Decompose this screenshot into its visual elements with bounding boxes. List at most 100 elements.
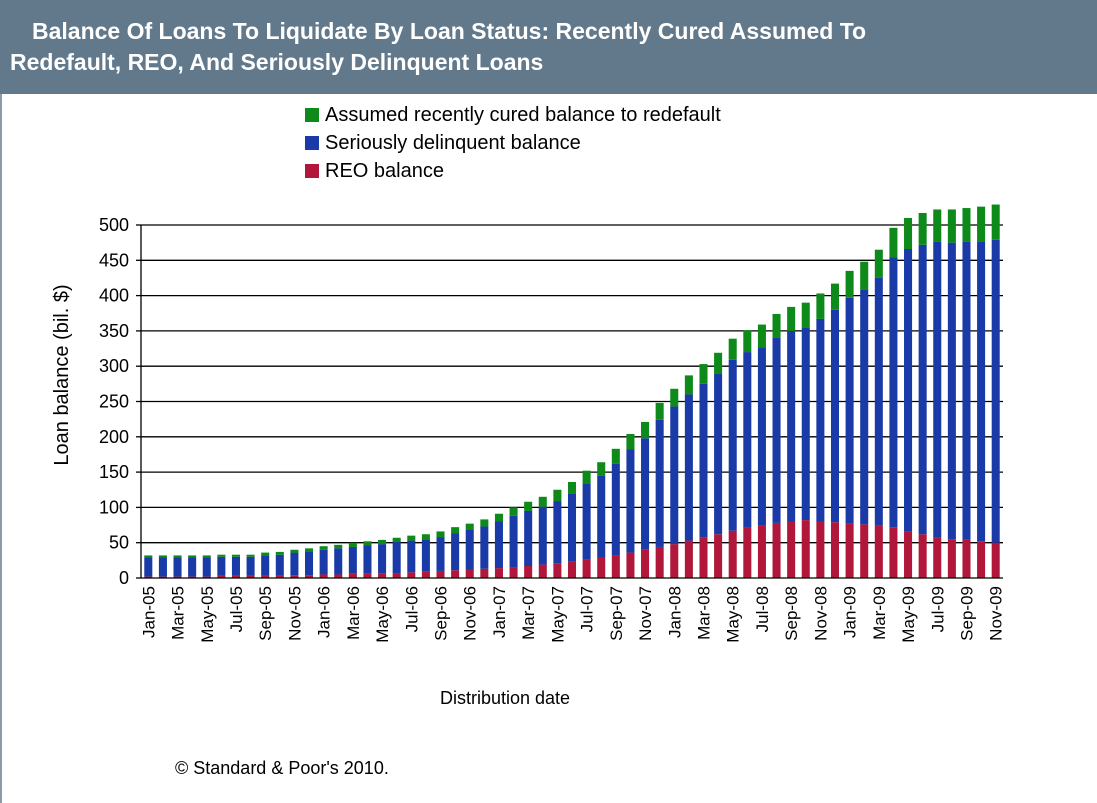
bar-reo-balance-Apr-09 — [889, 527, 898, 578]
bar-assumed-recently-cured-balance-to-redefault-Jan-05 — [144, 555, 153, 558]
bar-reo-balance-Jul-09 — [933, 537, 942, 578]
x-tick-label: Mar-08 — [694, 586, 713, 640]
bar-reo-balance-Mar-06 — [348, 573, 357, 578]
bar-assumed-recently-cured-balance-to-redefault-May-05 — [202, 555, 211, 558]
bar-seriously-delinquent-balance-Apr-06 — [363, 545, 372, 574]
bar-seriously-delinquent-balance-Dec-05 — [305, 551, 314, 576]
bar-seriously-delinquent-balance-Sep-06 — [436, 537, 445, 571]
bar-assumed-recently-cured-balance-to-redefault-Jul-05 — [231, 554, 240, 557]
copyright-credit: © Standard & Poor's 2010. — [175, 758, 389, 778]
bar-assumed-recently-cured-balance-to-redefault-Apr-06 — [363, 541, 372, 546]
bar-assumed-recently-cured-balance-to-redefault-Jan-06 — [319, 546, 328, 550]
legend-swatch-redefault — [305, 108, 319, 122]
bar-reo-balance-Oct-09 — [977, 541, 986, 578]
bar-seriously-delinquent-balance-Apr-08 — [714, 373, 723, 535]
gridlines — [141, 224, 1003, 544]
bar-seriously-delinquent-balance-Feb-09 — [860, 289, 869, 525]
bar-reo-balance-Apr-07 — [538, 564, 547, 578]
bar-reo-balance-Jun-06 — [392, 573, 401, 578]
bar-reo-balance-Feb-09 — [860, 524, 869, 578]
bar-reo-balance-Jun-07 — [567, 561, 577, 578]
bar-reo-balance-Nov-08 — [816, 521, 825, 578]
bar-seriously-delinquent-balance-Jan-09 — [845, 297, 854, 524]
axes — [136, 224, 1003, 579]
bar-reo-balance-Sep-07 — [611, 555, 620, 578]
x-tick-label: Mar-06 — [344, 586, 363, 640]
x-tick-label: Nov-07 — [636, 586, 655, 641]
bar-assumed-recently-cured-balance-to-redefault-May-07 — [553, 489, 562, 502]
bar-seriously-delinquent-balance-May-06 — [378, 544, 387, 574]
chart-legend: Assumed recently cured balance to redefa… — [305, 101, 865, 185]
legend-swatch-seriously-delinquent — [305, 136, 319, 150]
bar-reo-balance-Nov-06 — [465, 569, 474, 578]
bar-seriously-delinquent-balance-Sep-07 — [611, 463, 620, 556]
bar-seriously-delinquent-balance-Nov-06 — [465, 529, 474, 570]
bar-reo-balance-Feb-07 — [509, 567, 518, 578]
bar-reo-balance-Aug-07 — [597, 557, 606, 578]
chart-title-line-2: Redefault, REO, And Seriously Delinquent… — [10, 49, 544, 75]
bar-reo-balance-May-06 — [378, 573, 387, 578]
bar-reo-balance-Dec-08 — [830, 522, 840, 578]
bar-assumed-recently-cured-balance-to-redefault-Dec-07 — [655, 402, 664, 420]
bar-assumed-recently-cured-balance-to-redefault-Sep-06 — [436, 531, 445, 538]
x-axis-label: Distribution date — [440, 688, 570, 708]
bar-assumed-recently-cured-balance-to-redefault-Mar-05 — [173, 555, 182, 558]
bar-assumed-recently-cured-balance-to-redefault-Nov-08 — [816, 293, 825, 319]
bar-assumed-recently-cured-balance-to-redefault-Aug-06 — [421, 534, 430, 540]
x-tick-label: Sep-07 — [607, 586, 626, 641]
bar-assumed-recently-cured-balance-to-redefault-Nov-07 — [641, 421, 650, 439]
x-tick-label: May-09 — [899, 586, 918, 643]
y-tick-label: 0 — [119, 568, 129, 588]
bar-seriously-delinquent-balance-Feb-07 — [509, 515, 518, 568]
bar-seriously-delinquent-balance-Oct-09 — [977, 241, 986, 542]
x-tick-label: Nov-09 — [987, 586, 1006, 641]
bar-seriously-delinquent-balance-Apr-09 — [889, 257, 898, 528]
bar-reo-balance-Jul-05 — [231, 575, 240, 578]
bar-assumed-recently-cured-balance-to-redefault-Mar-06 — [348, 542, 357, 547]
bar-seriously-delinquent-balance-Oct-08 — [801, 327, 810, 521]
bar-reo-balance-May-05 — [202, 576, 211, 578]
legend-label-seriously-delinquent: Seriously delinquent balance — [325, 132, 581, 154]
x-tick-label: Sep-08 — [782, 586, 801, 641]
x-tick-label: Jan-09 — [841, 586, 860, 638]
bar-assumed-recently-cured-balance-to-redefault-Jan-09 — [845, 270, 854, 298]
bar-assumed-recently-cured-balance-to-redefault-Nov-05 — [290, 549, 299, 553]
bar-assumed-recently-cured-balance-to-redefault-Sep-09 — [962, 208, 971, 242]
y-tick-label: 150 — [99, 462, 129, 482]
bar-assumed-recently-cured-balance-to-redefault-Aug-07 — [597, 462, 606, 476]
bar-assumed-recently-cured-balance-to-redefault-Jun-06 — [392, 537, 401, 542]
bar-seriously-delinquent-balance-Feb-08 — [684, 394, 693, 541]
bar-seriously-delinquent-balance-Dec-08 — [830, 309, 840, 523]
y-tick-label: 50 — [109, 533, 129, 553]
bar-reo-balance-Jul-06 — [407, 572, 416, 578]
bar-reo-balance-Aug-05 — [246, 575, 255, 578]
y-tick-labels: 0 50 100 150 200 250 300 350 400 450 500 — [99, 215, 129, 588]
bar-reo-balance-Jan-07 — [494, 568, 503, 578]
bar-seriously-delinquent-balance-Mar-08 — [699, 383, 708, 538]
bar-seriously-delinquent-balance-Feb-05 — [158, 557, 167, 577]
left-border — [0, 94, 2, 803]
bar-reo-balance-Jun-09 — [918, 534, 927, 578]
bar-assumed-recently-cured-balance-to-redefault-Apr-08 — [714, 352, 723, 374]
bar-seriously-delinquent-balance-Jul-09 — [933, 241, 942, 538]
bar-seriously-delinquent-balance-Jan-08 — [670, 406, 679, 545]
x-tick-label: May-06 — [373, 586, 392, 643]
bar-assumed-recently-cured-balance-to-redefault-Oct-09 — [977, 206, 986, 242]
bar-seriously-delinquent-balance-Jun-05 — [217, 556, 226, 576]
y-tick-label: 300 — [99, 356, 129, 376]
bar-reo-balance-Sep-05 — [261, 575, 270, 578]
bar-reo-balance-May-07 — [553, 563, 562, 578]
bar-assumed-recently-cured-balance-to-redefault-Feb-08 — [684, 375, 693, 395]
bar-reo-balance-Jan-08 — [670, 544, 679, 578]
bar-seriously-delinquent-balance-May-09 — [904, 249, 913, 532]
bar-reo-balance-Feb-06 — [334, 574, 343, 578]
x-tick-label: Jan-05 — [139, 586, 158, 638]
x-tick-label: Jan-06 — [315, 586, 334, 638]
bar-seriously-delinquent-balance-May-07 — [553, 501, 562, 564]
bar-seriously-delinquent-balance-Jul-05 — [231, 556, 240, 576]
bar-seriously-delinquent-balance-Oct-05 — [275, 554, 284, 576]
x-tick-label: Jul-09 — [928, 586, 947, 632]
bar-reo-balance-Sep-06 — [436, 570, 445, 578]
bar-seriously-delinquent-balance-Aug-05 — [246, 556, 255, 576]
